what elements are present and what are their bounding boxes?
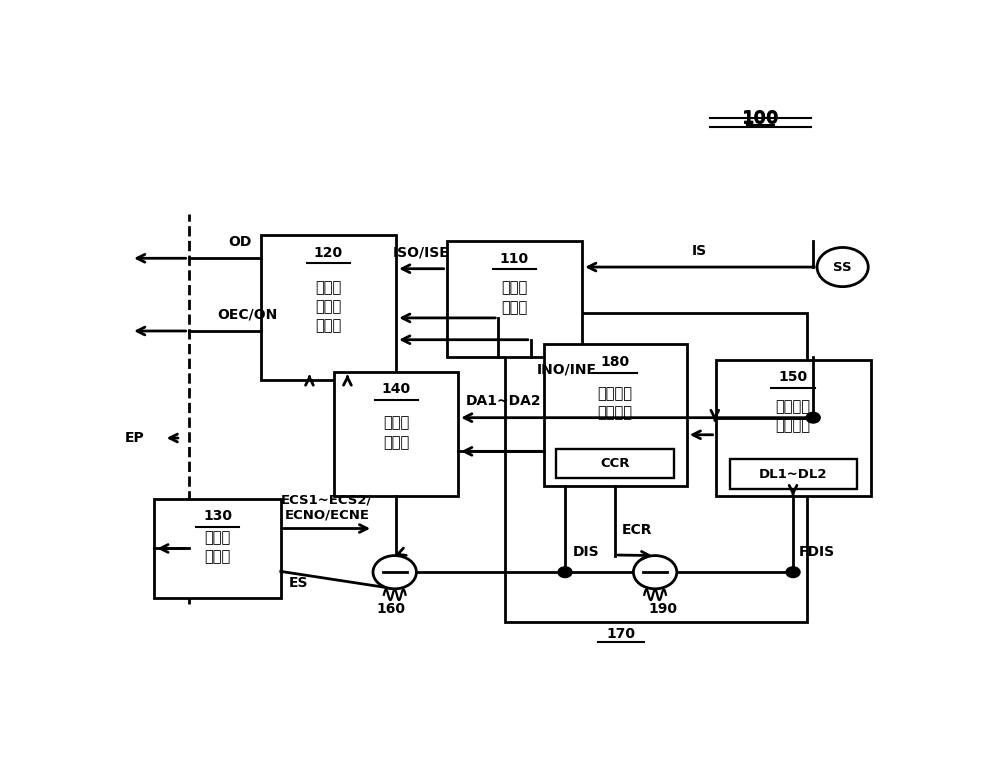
Circle shape (633, 556, 677, 589)
Text: 140: 140 (382, 382, 411, 396)
Text: ECS1~ECS2/
ECNO/ECNE: ECS1~ECS2/ ECNO/ECNE (281, 493, 373, 521)
Text: 剩余回音
响应电路: 剩余回音 响应电路 (598, 386, 633, 420)
Text: 数字至
模拟转
换电路: 数字至 模拟转 换电路 (315, 280, 342, 333)
Text: INO/INE: INO/INE (537, 362, 597, 377)
Bar (730, 460, 857, 489)
Bar (505, 313, 807, 622)
Text: ES: ES (289, 576, 308, 590)
Text: DL1~DL2: DL1~DL2 (759, 468, 827, 481)
Text: 130: 130 (203, 510, 232, 524)
Text: 校正参数
运算电路: 校正参数 运算电路 (776, 399, 811, 433)
Text: EP: EP (125, 431, 144, 445)
Text: CCR: CCR (600, 457, 630, 470)
Circle shape (817, 247, 868, 287)
Circle shape (806, 412, 820, 423)
Text: 150: 150 (778, 370, 808, 385)
Text: OD: OD (228, 235, 252, 249)
Text: SS: SS (833, 261, 852, 274)
Text: 回音校
正电路: 回音校 正电路 (383, 416, 409, 449)
Bar (716, 359, 871, 497)
Text: IS: IS (692, 244, 707, 258)
Bar (154, 499, 281, 598)
Text: FDIS: FDIS (799, 545, 835, 559)
Bar (261, 235, 396, 380)
Text: 170: 170 (606, 627, 636, 641)
Text: DIS: DIS (573, 545, 599, 559)
Bar (447, 241, 582, 357)
Text: 120: 120 (314, 246, 343, 260)
Text: 160: 160 (376, 602, 405, 616)
Text: 190: 190 (648, 602, 677, 616)
Text: 讯号输
入电路: 讯号输 入电路 (501, 281, 528, 315)
Text: ECR: ECR (621, 523, 652, 537)
Text: DA1~DA2: DA1~DA2 (466, 394, 542, 408)
Text: 110: 110 (500, 251, 529, 266)
Bar (556, 449, 674, 478)
Text: 100: 100 (742, 109, 779, 127)
Circle shape (558, 567, 572, 577)
Text: ISO/ISE: ISO/ISE (393, 245, 450, 259)
Bar (544, 344, 687, 486)
Text: OEC/ON: OEC/ON (218, 308, 278, 322)
Text: 回音传
送电路: 回音传 送电路 (204, 530, 231, 564)
Text: 180: 180 (601, 355, 630, 369)
Circle shape (373, 556, 416, 589)
Circle shape (786, 567, 800, 577)
Text: 100: 100 (742, 110, 779, 128)
Bar (334, 372, 458, 497)
